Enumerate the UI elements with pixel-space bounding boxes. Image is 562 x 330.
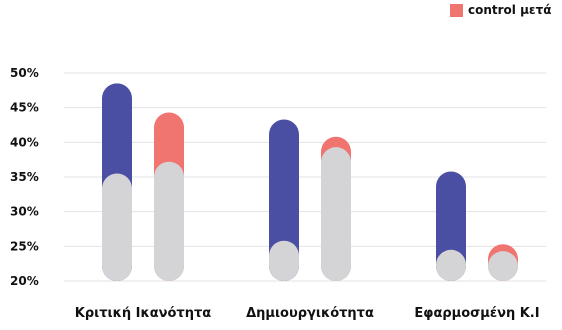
legend: control μετά [450,3,552,17]
y-tick-label: 50% [10,66,39,80]
bar-before [488,251,518,281]
bar-before [154,161,184,281]
y-tick-label: 25% [10,239,39,253]
legend-label-control: control μετά [468,3,552,17]
bar-after [269,119,299,281]
x-tick-label: Εφαρμοσμένη Κ.Ι [414,306,539,321]
x-tick-label: Κριτική Ικανότητα [75,306,211,321]
legend-swatch-control [450,3,463,17]
x-tick-label: Δημιουργικότητα [246,306,374,321]
y-tick-label: 45% [10,101,39,115]
bar-before [269,240,299,281]
bar-before [102,173,132,281]
y-tick-label: 20% [10,274,39,288]
bar-before [436,249,466,281]
y-tick-label: 30% [10,205,39,219]
y-tick-label: 35% [10,170,39,184]
bar-before [321,147,351,281]
y-tick-label: 40% [10,135,39,149]
